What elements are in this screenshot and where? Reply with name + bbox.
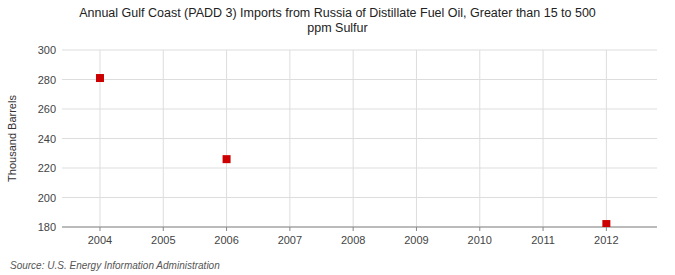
x-tick-label: 2010 bbox=[468, 234, 492, 246]
x-grid-line bbox=[163, 50, 164, 227]
x-tick bbox=[543, 227, 544, 231]
x-tick-label: 2007 bbox=[278, 234, 302, 246]
y-grid-line bbox=[62, 168, 657, 169]
data-point bbox=[96, 74, 104, 82]
x-tick-label: 2006 bbox=[214, 234, 238, 246]
x-grid-line bbox=[416, 50, 417, 227]
x-tick-label: 2008 bbox=[341, 234, 365, 246]
grid bbox=[62, 50, 657, 227]
chart-title: Annual Gulf Coast (PADD 3) Imports from … bbox=[79, 6, 596, 35]
y-tick-label: 200 bbox=[38, 192, 56, 204]
y-grid-line bbox=[62, 50, 657, 51]
x-tick bbox=[479, 227, 480, 231]
y-grid-line bbox=[62, 138, 657, 139]
axes: 180 200 220 240 260 280 300 2004 2005 2006 2007 200… bbox=[38, 44, 657, 246]
x-tick bbox=[289, 227, 290, 231]
x-tick-label: 2004 bbox=[88, 234, 112, 246]
y-grid-line bbox=[62, 79, 657, 80]
x-grid-line bbox=[606, 50, 607, 227]
source-note: Source: U.S. Energy Information Administ… bbox=[10, 260, 220, 271]
points bbox=[96, 74, 610, 227]
x-tick bbox=[353, 227, 354, 231]
x-grid-line bbox=[289, 50, 290, 227]
y-tick-label: 180 bbox=[38, 221, 56, 233]
x-grid-line bbox=[353, 50, 354, 227]
y-grid-line bbox=[62, 197, 657, 198]
y-tick-label: 240 bbox=[38, 133, 56, 145]
y-tick-label: 260 bbox=[38, 103, 56, 115]
chart-svg: Annual Gulf Coast (PADD 3) Imports from … bbox=[0, 0, 675, 275]
y-axis-label: Thousand Barrels bbox=[6, 95, 18, 182]
x-tick bbox=[99, 227, 100, 231]
x-tick-label: 2012 bbox=[594, 234, 618, 246]
x-tick bbox=[606, 227, 607, 231]
y-tick-label: 280 bbox=[38, 74, 56, 86]
y-grid-line bbox=[62, 109, 657, 110]
y-grid-line bbox=[62, 227, 657, 228]
x-grid-line bbox=[479, 50, 480, 227]
chart-container: Annual Gulf Coast (PADD 3) Imports from … bbox=[0, 0, 675, 275]
y-tick-label: 300 bbox=[38, 44, 56, 56]
data-point bbox=[602, 220, 610, 227]
x-tick bbox=[226, 227, 227, 231]
x-grid-line bbox=[543, 50, 544, 227]
x-tick-label: 2005 bbox=[151, 234, 175, 246]
x-tick-label: 2009 bbox=[404, 234, 428, 246]
x-tick-label: 2011 bbox=[531, 234, 555, 246]
x-axis-line bbox=[62, 227, 657, 228]
x-grid-line bbox=[226, 50, 227, 227]
y-tick-label: 220 bbox=[38, 162, 56, 174]
x-tick bbox=[163, 227, 164, 231]
x-tick bbox=[416, 227, 417, 231]
data-point bbox=[223, 155, 231, 163]
